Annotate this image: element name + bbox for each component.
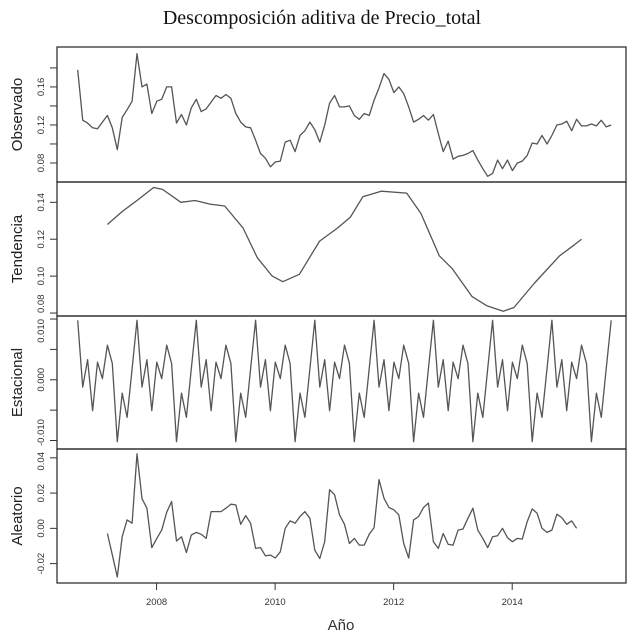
panel-label: Estacional — [9, 348, 26, 417]
y-tick-label: 0.12 — [36, 116, 47, 135]
y-tick-label: 0.04 — [36, 452, 47, 471]
panel-frame — [56, 448, 627, 584]
x-axis-label: Año — [328, 617, 355, 634]
series-line-aleatorio — [106, 453, 578, 578]
panel-label: Tendencia — [9, 214, 26, 283]
y-tick-label: 0.00 — [36, 519, 47, 538]
x-tick-label: 2012 — [383, 597, 404, 608]
y-tick-label: 0.16 — [36, 78, 47, 97]
y-tick-label: 0.02 — [36, 484, 47, 503]
x-tick-label: 2014 — [502, 597, 523, 608]
y-tick-label: -0.02 — [36, 553, 47, 575]
series-line-observado — [77, 53, 612, 177]
series-line-estacional — [77, 319, 612, 443]
x-tick-label: 2008 — [146, 597, 167, 608]
chart-title: Descomposición aditiva de Precio_total — [163, 7, 482, 29]
y-tick-label: 0.000 — [36, 368, 47, 392]
x-axis: 2008 2010 2012 2014 — [146, 583, 523, 608]
y-tick-label: 0.12 — [36, 230, 47, 249]
y-tick-label: 0.14 — [36, 193, 47, 212]
panel-estacional: -0.010 0.000 0.010 Estacional — [9, 315, 627, 450]
y-tick-label: 0.08 — [36, 295, 47, 314]
panel-frame — [56, 181, 627, 317]
panel-tendencia: 0.08 0.10 0.12 0.14 Tendencia — [9, 181, 627, 317]
x-tick-label: 2010 — [265, 597, 286, 608]
y-tick-label: 0.10 — [36, 267, 47, 286]
series-line-tendencia — [106, 186, 582, 312]
panel-frame — [56, 46, 627, 183]
panel-observado: 0.08 0.12 0.16 Observado — [9, 46, 627, 183]
panel-aleatorio: -0.02 0.00 0.02 0.04 Aleatorio — [9, 448, 627, 584]
y-tick-label: 0.010 — [36, 319, 47, 343]
panel-label: Aleatorio — [9, 486, 26, 545]
y-tick-label: -0.010 — [36, 419, 47, 446]
panel-label: Observado — [9, 78, 26, 151]
y-tick-label: 0.08 — [36, 154, 47, 173]
